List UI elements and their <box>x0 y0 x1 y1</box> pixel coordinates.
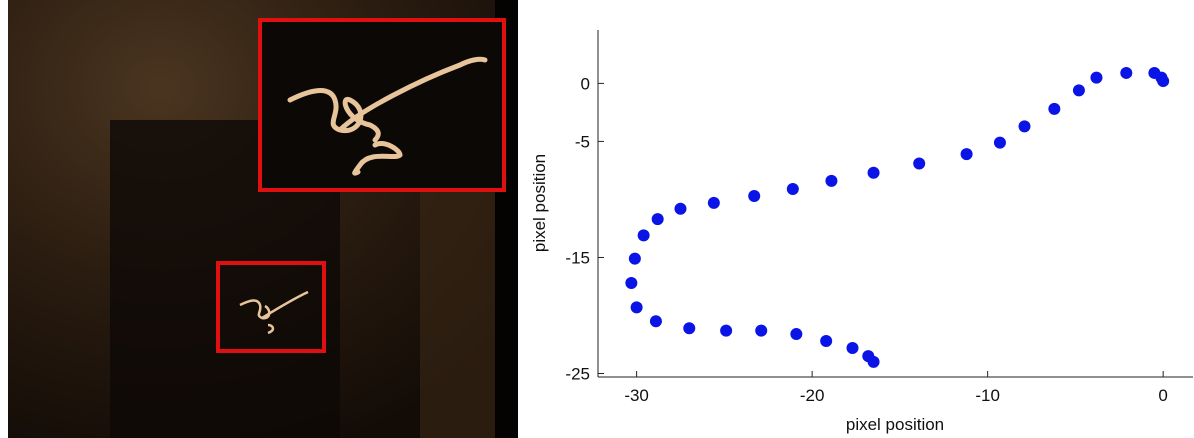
point <box>993 136 1006 149</box>
point <box>630 301 643 314</box>
x-tick-label: -20 <box>800 386 825 405</box>
y-tick-label: -5 <box>575 132 590 151</box>
point <box>674 202 687 215</box>
point <box>755 324 768 337</box>
x-axis-label: pixel position <box>846 415 944 434</box>
point <box>825 174 838 187</box>
point <box>960 148 973 161</box>
point <box>786 182 799 195</box>
point <box>1018 120 1031 133</box>
point <box>651 213 664 226</box>
photo <box>8 0 518 438</box>
y-axis-label: pixel position <box>530 154 549 252</box>
point <box>1048 102 1061 115</box>
point <box>1120 66 1133 79</box>
y-tick-label: 0 <box>581 74 590 93</box>
point <box>720 324 733 337</box>
point <box>707 196 720 209</box>
point <box>1148 66 1161 79</box>
x-tick-label: 0 <box>1158 386 1167 405</box>
x-tick-label: -30 <box>624 386 649 405</box>
point <box>913 157 926 170</box>
point <box>625 276 638 289</box>
point <box>683 322 696 335</box>
point <box>649 315 662 328</box>
point <box>637 229 650 242</box>
point <box>628 252 641 265</box>
point <box>790 328 803 341</box>
point <box>867 355 880 368</box>
point <box>1072 84 1085 97</box>
y-tick-label: -25 <box>565 365 590 384</box>
point <box>820 335 833 348</box>
point <box>1090 71 1103 84</box>
point <box>846 341 859 354</box>
x-tick-label: -10 <box>975 386 1000 405</box>
y-tick-label: -15 <box>565 248 590 267</box>
point <box>748 189 761 202</box>
point <box>867 166 880 179</box>
